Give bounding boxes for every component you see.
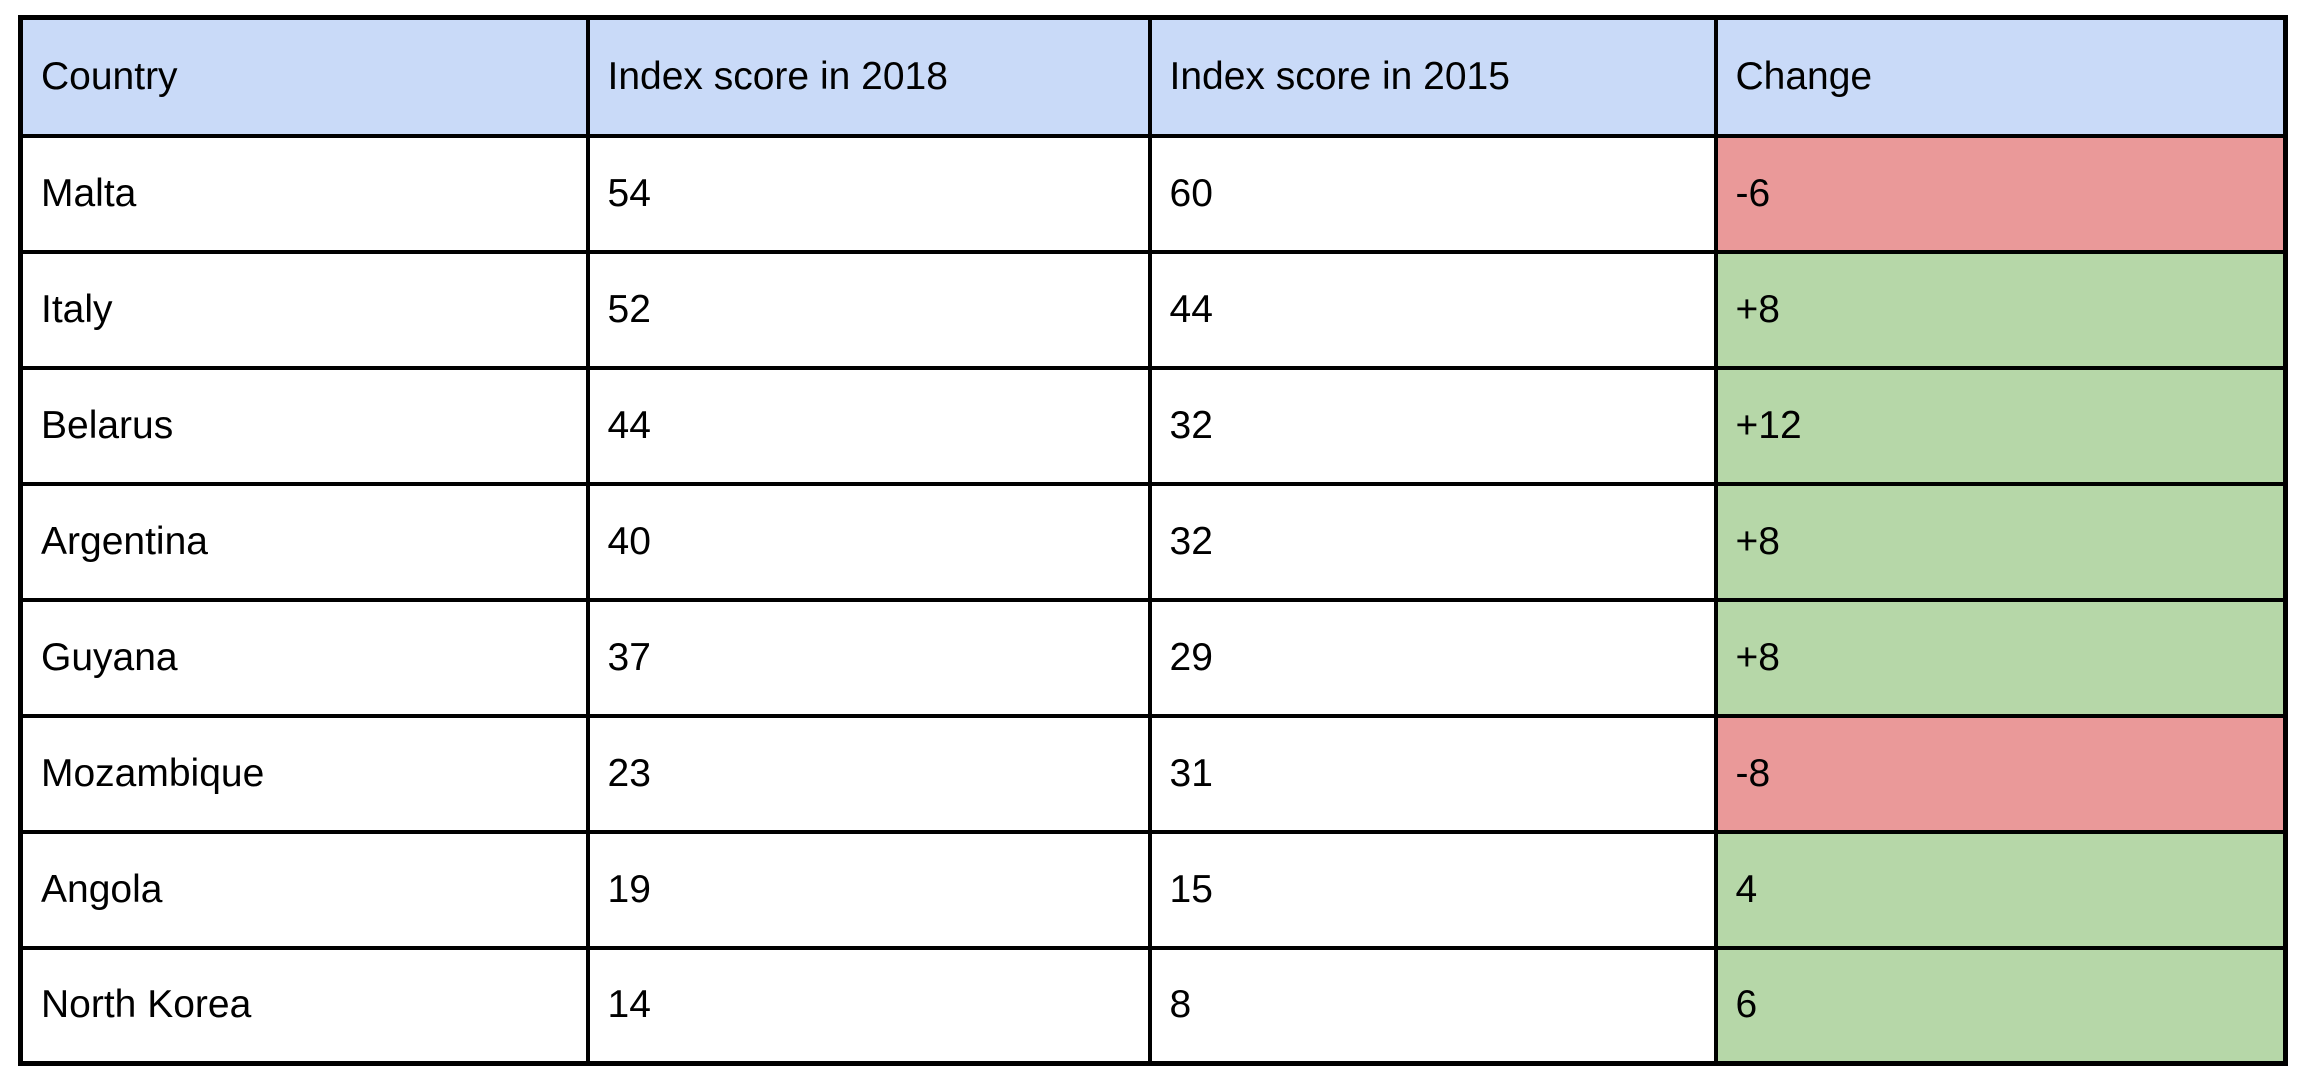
table-row: Angola 19 15 4 [18, 829, 2288, 950]
column-header-index-2018: Index score in 2018 [585, 15, 1152, 138]
country-cell: Belarus [18, 365, 590, 486]
score-2015-cell: 32 [1147, 481, 1718, 602]
change-cell: 4 [1713, 829, 2288, 950]
country-cell: Argentina [18, 481, 590, 602]
score-2015-cell: 8 [1147, 945, 1718, 1066]
score-2015-cell: 32 [1147, 365, 1718, 486]
score-2018-cell: 37 [585, 597, 1152, 718]
table-row: Italy 52 44 +8 [18, 249, 2288, 370]
country-index-scores-table: Country Index score in 2018 Index score … [18, 15, 2288, 1066]
score-2018-cell: 19 [585, 829, 1152, 950]
table-row: Malta 54 60 -6 [18, 133, 2288, 254]
score-2015-cell: 44 [1147, 249, 1718, 370]
column-header-index-2015: Index score in 2015 [1147, 15, 1718, 138]
score-2018-cell: 23 [585, 713, 1152, 834]
country-cell: Italy [18, 249, 590, 370]
scores-table-container: Country Index score in 2018 Index score … [18, 15, 2288, 1066]
header-row: Country Index score in 2018 Index score … [18, 15, 2288, 138]
country-cell: Guyana [18, 597, 590, 718]
score-2018-cell: 54 [585, 133, 1152, 254]
change-cell: +8 [1713, 481, 2288, 602]
table-row: Mozambique 23 31 -8 [18, 713, 2288, 834]
country-cell: Angola [18, 829, 590, 950]
score-2015-cell: 60 [1147, 133, 1718, 254]
score-2018-cell: 14 [585, 945, 1152, 1066]
table-body: Malta 54 60 -6 Italy 52 44 +8 Belarus 44… [18, 133, 2288, 1066]
change-cell: +12 [1713, 365, 2288, 486]
column-header-country: Country [18, 15, 590, 138]
country-cell: Mozambique [18, 713, 590, 834]
change-cell: -8 [1713, 713, 2288, 834]
score-2018-cell: 44 [585, 365, 1152, 486]
column-header-change: Change [1713, 15, 2288, 138]
table-header: Country Index score in 2018 Index score … [18, 15, 2288, 138]
score-2015-cell: 31 [1147, 713, 1718, 834]
table-row: Guyana 37 29 +8 [18, 597, 2288, 718]
country-cell: Malta [18, 133, 590, 254]
table-row: North Korea 14 8 6 [18, 945, 2288, 1066]
change-cell: +8 [1713, 597, 2288, 718]
change-cell: +8 [1713, 249, 2288, 370]
score-2018-cell: 40 [585, 481, 1152, 602]
table-row: Belarus 44 32 +12 [18, 365, 2288, 486]
change-cell: 6 [1713, 945, 2288, 1066]
score-2015-cell: 29 [1147, 597, 1718, 718]
change-cell: -6 [1713, 133, 2288, 254]
score-2015-cell: 15 [1147, 829, 1718, 950]
table-row: Argentina 40 32 +8 [18, 481, 2288, 602]
country-cell: North Korea [18, 945, 590, 1066]
score-2018-cell: 52 [585, 249, 1152, 370]
